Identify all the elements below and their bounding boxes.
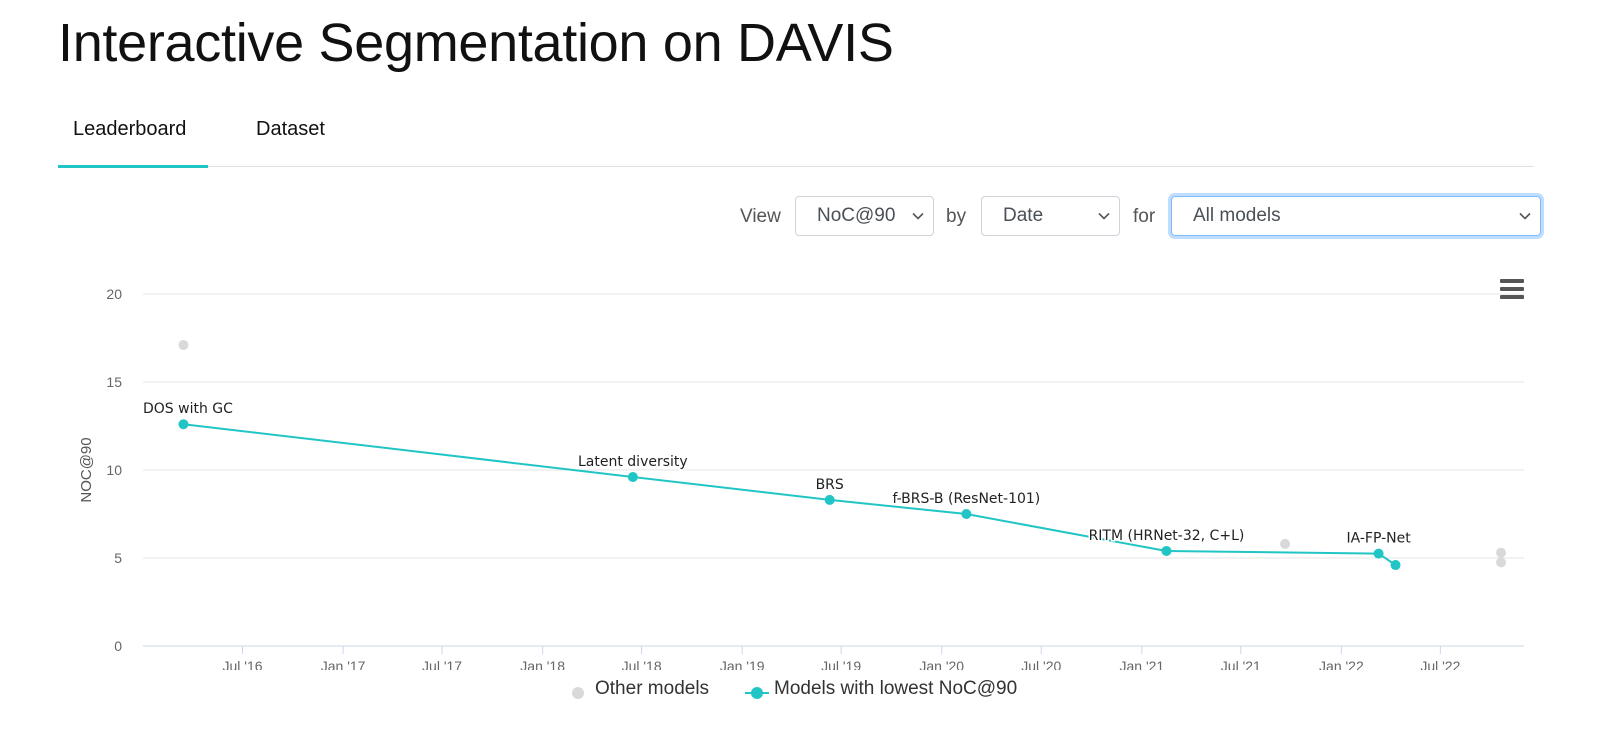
best-model-point [961,509,972,519]
x-tick-label: Jul '22 [1420,658,1460,670]
x-tick-label: Jul '17 [422,658,462,670]
x-tick-label: Jan '21 [1119,658,1164,670]
metric-select-value: NoC@90 [817,205,896,226]
sort-select-value: Date [1003,205,1044,226]
x-tick-label: Jan '19 [720,658,765,670]
tab-leaderboard[interactable]: Leaderboard [73,118,187,140]
chevron-down-icon [912,212,924,220]
y-tick-label: 20 [106,286,122,302]
best-model-point [627,472,638,483]
sort-select[interactable]: Date [981,196,1120,236]
y-tick-label: 5 [114,550,122,566]
active-tab-indicator [58,165,208,168]
y-tick-label: 10 [106,462,122,478]
y-tick-label: 15 [106,374,122,390]
view-label: View [740,206,781,227]
page-title: Interactive Segmentation on DAVIS [58,13,894,73]
model-filter-value: All models [1193,205,1281,226]
tab-dataset[interactable]: Dataset [256,118,325,140]
data-label: BRS [816,477,844,493]
best-model-point [824,494,835,505]
metric-select[interactable]: NoC@90 [795,196,934,236]
legend-label-other-models: Other models [595,678,710,699]
other-model-point [178,340,189,351]
legend-label-lowest-noc: Models with lowest NoC@90 [774,678,1018,699]
data-label: f-BRS-B (ResNet-101) [892,491,1040,507]
x-tick-label: Jan '18 [520,658,565,670]
chevron-down-icon [1519,212,1531,220]
data-label: RITM (HRNet-32, C+L) [1089,528,1245,544]
best-model-point [1390,560,1401,571]
best-model-point [1161,545,1172,556]
best-model-point [1373,548,1384,559]
x-tick-label: Jul '20 [1021,658,1061,670]
chart-controls: View NoC@90 by Date for All models [0,194,1600,242]
other-model-point [1280,538,1291,549]
model-filter-select[interactable]: All models [1171,196,1541,236]
x-tick-label: Jan '17 [321,658,366,670]
x-tick-label: Jul '21 [1221,658,1261,670]
legend-grey-dot-icon [572,687,584,699]
other-model-point [1496,557,1507,568]
noc90-chart: 0 5 10 15 20 Jul '16 Jan '17 Jul '17 Jan '18 Jul … [78,286,1524,670]
tab-bar: Leaderboard Dataset [58,104,1534,168]
y-tick-label: 0 [114,638,122,654]
by-label: by [946,206,967,227]
data-label: IA-FP-Net [1346,531,1411,547]
x-tick-label: Jul '16 [222,658,262,670]
y-axis-title: NOC@90 [78,437,95,502]
best-model-point [178,419,189,430]
x-tick-label: Jul '19 [821,658,861,670]
chart-area: 0 5 10 15 20 Jul '16 Jan '17 Jul '17 Jan '18 Jul … [0,270,1600,729]
x-tick-label: Jan '22 [1319,658,1364,670]
legend-teal-dot-icon [751,687,763,699]
data-label: Latent diversity [578,454,688,470]
hamburger-menu-icon[interactable] [1500,278,1526,300]
data-label: DOS with GC [143,401,233,417]
x-tick-label: Jul '18 [622,658,662,670]
chart-legend: Other models Models with lowest NoC@90 [0,678,1600,708]
x-tick-label: Jan '20 [919,658,964,670]
for-label: for [1133,206,1156,227]
other-model-point [1496,547,1507,558]
chevron-down-icon [1098,212,1110,220]
